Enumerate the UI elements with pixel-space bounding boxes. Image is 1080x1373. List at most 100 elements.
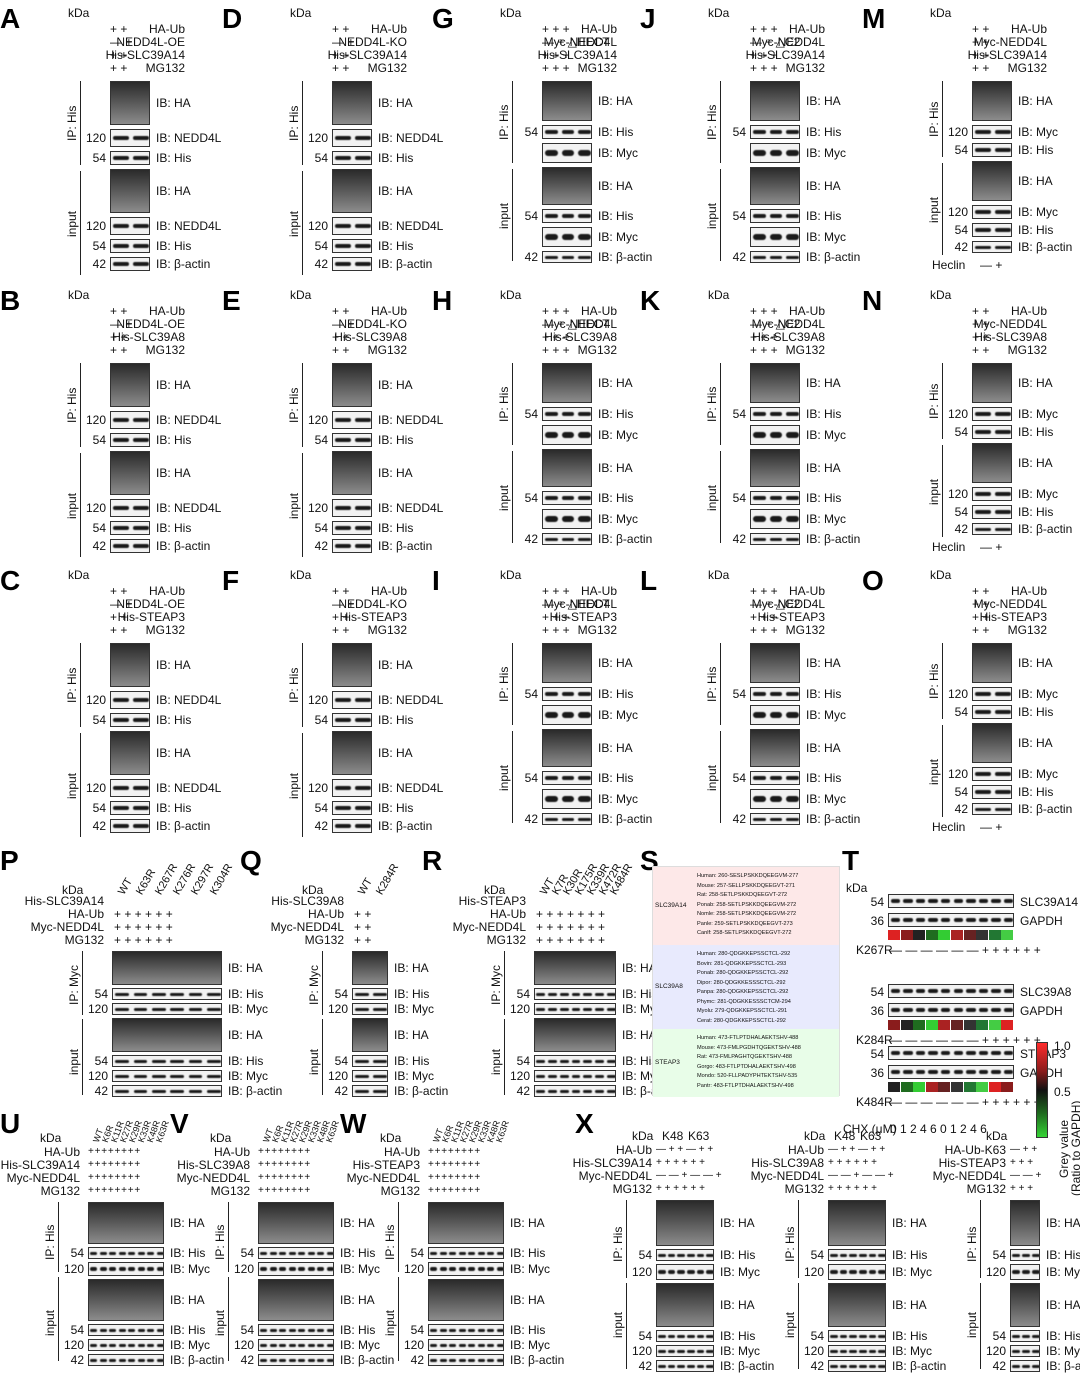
lane-signs: — + (110, 597, 133, 611)
mw-marker: 54 (870, 895, 884, 909)
band (496, 1251, 503, 1255)
mw-marker: 54 (70, 1246, 84, 1260)
band (975, 527, 991, 531)
band (658, 1364, 666, 1368)
lane-signs: + + + + + + + (536, 933, 606, 947)
lane-signs: + + + (542, 304, 570, 318)
band (594, 1089, 604, 1093)
seq-section: SLC39A8 Human: 280-QDGKKEPSSCTCL-292 Bovin… (653, 945, 839, 1029)
band (113, 505, 129, 511)
blot-IB: HA (352, 1018, 388, 1052)
band (578, 412, 591, 416)
lane-signs: + + (332, 610, 350, 624)
mw-marker: 54 (524, 491, 538, 505)
band (903, 1008, 913, 1012)
band (298, 1343, 306, 1347)
blot-IB: HA (534, 951, 616, 985)
ib-label: IB: His (510, 1323, 546, 1337)
blot-IB: NEDD4L (110, 691, 150, 709)
band (583, 1089, 593, 1093)
mw-marker: 120 (63, 1262, 84, 1276)
band (667, 1334, 676, 1338)
lane-signs: + + (110, 343, 128, 357)
side-input: input (965, 1311, 979, 1338)
ib-label: IB: His (378, 713, 414, 727)
lane-signs: + + (972, 330, 990, 344)
band (571, 1059, 581, 1063)
mw-marker: 54 (410, 1246, 424, 1260)
band (561, 432, 575, 438)
band (156, 1343, 163, 1347)
band (260, 1267, 268, 1271)
row-label: Myc-NEDD4L (751, 317, 825, 331)
bracket (80, 363, 81, 447)
band (206, 1089, 221, 1093)
bracket (302, 643, 303, 727)
bracket (322, 951, 323, 1015)
blot-gapdh (888, 913, 1014, 927)
band (355, 223, 371, 229)
side-input: input (383, 1309, 397, 1336)
ib-label: SLC39A14 (1020, 895, 1079, 909)
ib-label: IB: HA (806, 461, 841, 475)
lane-signs: + + (972, 304, 990, 318)
ib-label: IB: HA (378, 184, 413, 198)
band (458, 1343, 466, 1347)
band (561, 255, 575, 259)
bracket (80, 733, 81, 837)
row-label: HA-Ub (787, 1143, 824, 1157)
mw-marker: 54 (334, 987, 348, 1001)
blot-IB: Myc (258, 1339, 334, 1351)
band (606, 1059, 615, 1063)
lane-signs: + + + (542, 61, 570, 75)
mw-marker: 120 (947, 205, 968, 219)
lane-signs: + + + + + + + + (258, 1159, 310, 1170)
band (128, 1251, 136, 1255)
ib-label: IB: β-actin (1018, 522, 1073, 536)
lane-signs: + + + (750, 48, 778, 62)
band (953, 899, 964, 903)
band (890, 1051, 901, 1055)
side-input: input (213, 1309, 227, 1336)
smear (89, 1203, 163, 1243)
row-label: HA-Ub (580, 22, 617, 36)
blot-IB: His (88, 1324, 164, 1336)
ib-label: IB: His (720, 1248, 756, 1262)
side-ip: IP: His (65, 667, 79, 703)
band (355, 544, 371, 548)
bracket (398, 1277, 399, 1361)
band (109, 1328, 117, 1332)
blot-IB: β-actin (656, 1360, 714, 1372)
band (545, 432, 558, 438)
mw-marker: 42 (314, 257, 328, 271)
blot-IB: His (110, 151, 150, 165)
smear (259, 1280, 333, 1320)
band (113, 718, 129, 722)
seq-line: Panpa: 280-QDGKKEPSSCTCL-292 (697, 989, 789, 995)
side-input: input (927, 758, 941, 785)
band (830, 1269, 838, 1275)
row-label: His-SLC39A14 (24, 894, 104, 908)
band (449, 1358, 457, 1362)
band (915, 918, 926, 922)
ib-label: IB: HA (598, 741, 633, 755)
band (890, 918, 901, 922)
band (260, 1343, 268, 1347)
side-ip: IP: His (65, 387, 79, 423)
blot-IB: Myc (542, 143, 592, 163)
kda-label: kDa (302, 883, 324, 897)
smear (1011, 1201, 1039, 1245)
smear (333, 170, 371, 212)
kda-label: kDa (40, 1131, 62, 1145)
kda-label: kDa (930, 6, 952, 20)
smear (751, 644, 799, 682)
blot-IB: NEDD4L (110, 411, 150, 429)
ib-label: IB: His (228, 1054, 264, 1068)
kda-label: kDa (290, 6, 312, 20)
band (706, 1253, 713, 1257)
blot-IB: Myc (656, 1345, 714, 1357)
band (545, 516, 558, 522)
band (545, 214, 558, 218)
band (915, 989, 926, 993)
heat-cell (963, 930, 976, 940)
